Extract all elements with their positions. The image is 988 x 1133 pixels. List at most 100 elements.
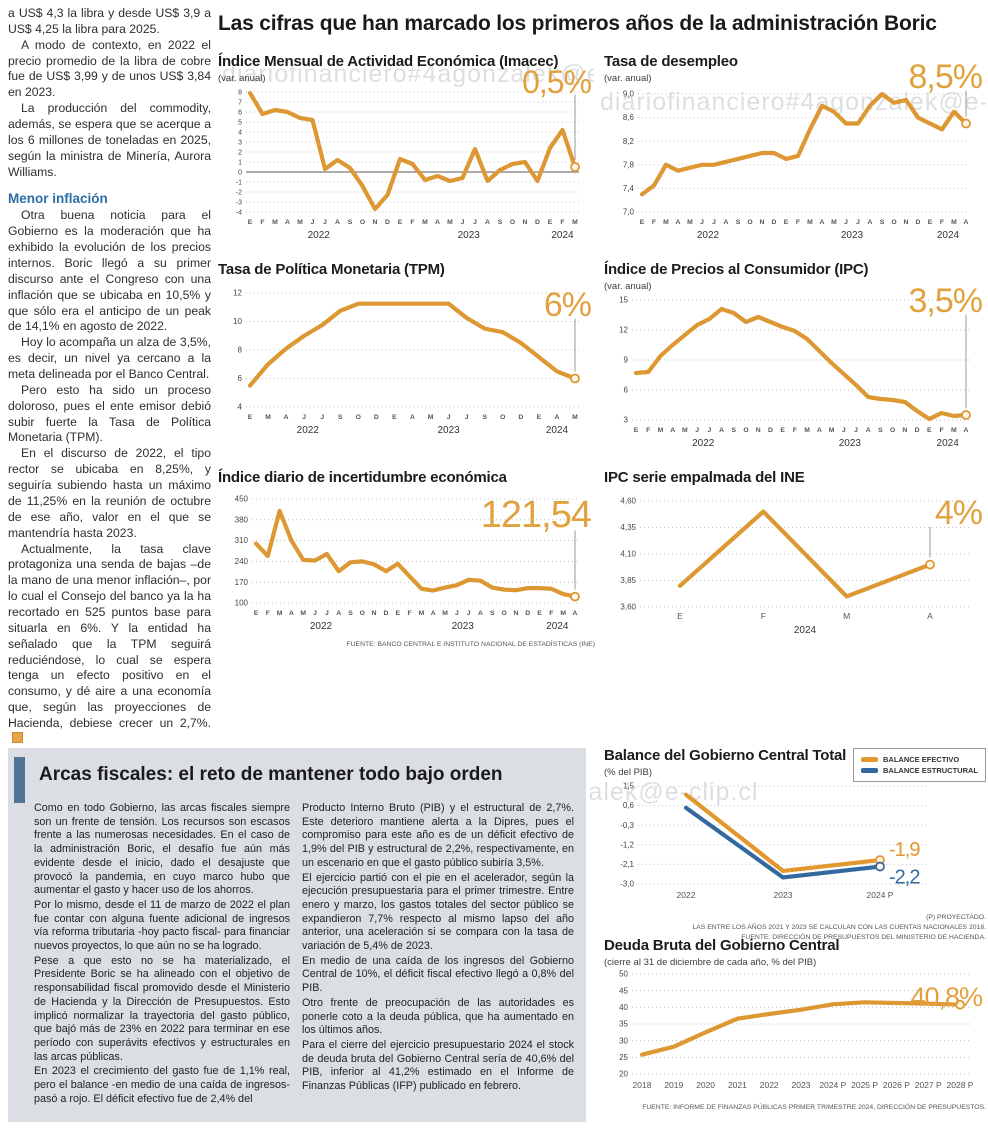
chart-source: FUENTE: BANCO CENTRAL E INSTITUTO NACION… [346,640,596,648]
x-tick-label: D [772,219,777,226]
y-tick-label: -4 [236,209,242,216]
x-tick-label: E [927,427,932,434]
chart-header: Índice Mensual de Actividad Económica (I… [218,53,595,83]
x-tick-label: N [756,427,761,434]
x-tick-label: M [843,611,850,621]
x-tick-label: O [360,219,365,226]
y-tick-label: 7,8 [623,160,635,169]
y-tick-label: 4 [238,129,242,136]
x-tick-label: O [743,427,748,434]
data-line [677,509,933,599]
x-tick-label: A [285,219,290,226]
y-tick-label: -1 [236,179,242,186]
paragraph: En medio de una caída de los ingresos de… [302,954,574,995]
x-tick-label: M [297,219,303,226]
chart-ipc: Índice de Precios al Consumidor (IPC) (va… [604,261,986,454]
x-tick-label: A [573,610,578,617]
x-tick-label: J [461,219,465,226]
chart-value-label: 0,5% [522,64,592,100]
x-tick-label: 2028 P [947,1080,974,1090]
x-tick-label: M [419,610,425,617]
x-tick-label: J [856,219,860,226]
x-tick-label: F [266,610,270,617]
x-tick-label: O [360,610,365,617]
chart-source: FUENTE: INFORME DE FINANZAS PÚBLICAS PRI… [642,1103,986,1111]
chart-desempleo: Tasa de desempleo (var. anual) 9,0 8,6 8,2 7,… [604,53,986,250]
chart-subtitle: (% del PIB) [604,766,653,778]
x-tick-label: D [374,414,379,421]
x-tick-label: A [868,219,873,226]
end-point [570,591,580,601]
x-tick-label: N [902,427,907,434]
x-tick-label: O [747,219,752,226]
x-tick-label: S [490,610,495,617]
x-tick-label: F [940,219,944,226]
x-tick-label: E [677,611,683,621]
y-tick-label: 0 [238,169,242,176]
x-tick-label: M [663,219,669,226]
x-tick-label: A [435,219,440,226]
footnote-line: (P) PROYECTADO. [926,913,986,921]
y-tick-label: 25 [619,1052,628,1061]
x-tick-label: A [866,427,871,434]
x-tick-label: E [634,427,639,434]
y-tick-label: 380 [235,515,249,524]
chart-value-label: 6% [543,286,592,324]
data-line [639,91,969,196]
x-tick-label: J [320,414,324,421]
chart-title: Índice de Precios al Consumidor (IPC) [604,261,869,278]
paragraph: Pero esto ha sido un proceso doloroso, p… [8,382,211,445]
paragraph: Producto Interno Bruto (PIB) y el estruc… [302,802,574,869]
y-tick-label: 3 [624,415,629,424]
y-tick-label: 4,35 [620,523,636,532]
year-label: 2024 [546,621,569,632]
x-tick-label: M [277,610,283,617]
article-end-icon [12,731,23,743]
x-tick-label: A [670,427,675,434]
legend-item: BALANCE EFECTIVO [861,755,978,764]
x-tick-label: J [465,414,469,421]
y-tick-label: 8,2 [623,136,635,145]
x-tick-label: J [325,610,329,617]
year-label: 2023 [452,621,475,632]
x-tick-label: D [518,414,523,421]
y-tick-label: 4,10 [620,549,636,558]
chart-title: Deuda Bruta del Gobierno Central [604,937,840,954]
x-tick-label: M [265,414,271,421]
y-tick-label: 4 [238,402,243,411]
x-tick-label: A [284,414,289,421]
paragraph: Para el cierre del ejercicio presupuesta… [302,1038,574,1093]
x-tick-label: M [807,219,813,226]
year-label: 2024 [937,438,960,449]
year-label: 2024 [551,230,574,241]
data-line [683,805,883,880]
x-tick-label: A [335,219,340,226]
end-point [961,409,971,420]
x-tick-label: 2027 P [915,1080,942,1090]
paragraph: En 2023 el crecimiento del gasto fue de … [34,1065,290,1105]
year-label: 2023 [841,230,864,241]
x-tick-label: A [336,610,341,617]
year-label: 2024 [937,230,960,241]
y-tick-label: -1,2 [620,840,634,849]
x-tick-label: N [760,219,765,226]
paragraph: Otro frente de preocupación de las autor… [302,996,574,1037]
paragraph: Como en todo Gobierno, las arcas fiscale… [34,802,290,897]
x-tick-label: 2020 [696,1080,715,1090]
x-tick-label: 2021 [728,1080,747,1090]
y-tick-label: 4,60 [620,496,636,505]
x-tick-label: S [878,427,883,434]
y-tick-label: 12 [619,325,628,334]
left-article-column: a US$ 4,3 la libra y desde US$ 3,9 a US$… [8,6,211,748]
x-tick-label: A [431,610,436,617]
end-point [570,373,580,383]
x-tick-label: F [646,427,650,434]
y-tick-label: 10 [233,317,242,326]
x-tick-label: D [525,610,530,617]
x-tick-label: S [338,414,343,421]
year-label: 2024 [546,425,569,436]
x-tick-label: F [652,219,656,226]
y-tick-label: 20 [619,1069,628,1078]
year-label: 2022 [297,425,320,436]
